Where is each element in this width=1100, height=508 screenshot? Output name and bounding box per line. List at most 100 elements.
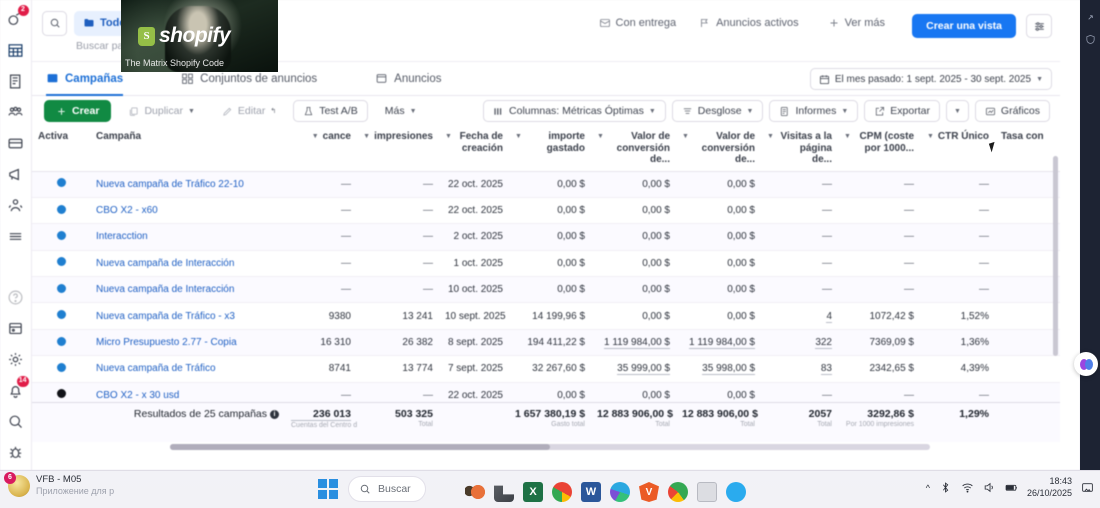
cell-active-toggle[interactable] — [32, 171, 90, 198]
shopify-video-overlay[interactable]: shopify The Matrix Shopify Code — [121, 0, 278, 72]
date-range-picker[interactable]: El mes pasado: 1 sept. 2025 - 30 sept. 2… — [809, 68, 1052, 90]
campaign-link[interactable]: Nueva campaña de Tráfico 22-10 — [96, 178, 244, 190]
explorer-icon[interactable] — [494, 485, 514, 502]
table-vertical-scrollbar[interactable] — [1053, 156, 1058, 356]
table-row[interactable]: Micro Presupuesto 2.77 - Copia 16 310 26 3… — [32, 329, 1060, 357]
filter-con-entrega[interactable]: Con entrega — [590, 10, 685, 36]
more-button[interactable]: Más ▼ — [374, 100, 427, 122]
cell-active-toggle[interactable] — [32, 329, 90, 357]
info-icon[interactable]: i — [270, 410, 279, 419]
campaign-link[interactable]: Nueva campaña de Interacción — [96, 284, 235, 296]
list-icon[interactable] — [2, 223, 30, 249]
excel-icon[interactable]: X — [523, 482, 543, 502]
table-row[interactable]: Interacction — —2 oct. 2025 0,00 $0,00 $0,0… — [32, 223, 1060, 251]
audiences-icon[interactable] — [2, 99, 30, 125]
edit-button[interactable]: Editar ↰ — [211, 100, 287, 122]
cell-campaign-name[interactable]: Nueva campaña de Interacción — [90, 276, 285, 304]
cell-campaign-name[interactable]: Micro Presupuesto 2.77 - Copia — [90, 329, 285, 357]
table-row[interactable]: Nueva campaña de Tráfico 22-10— —22 oct. … — [32, 171, 1060, 198]
th-valor-conversion-1[interactable]: Valor de conversión de... ▼ — [591, 126, 676, 172]
th-visitas-pagina[interactable]: Visitas a la página de... ▼ — [761, 126, 838, 172]
campaign-link[interactable]: Interacction — [96, 231, 148, 243]
cell-active-toggle[interactable] — [32, 276, 90, 304]
cell-active-toggle[interactable] — [32, 250, 90, 278]
campaign-link[interactable]: CBO X2 - x60 — [96, 205, 158, 217]
gear-icon[interactable] — [2, 346, 30, 372]
taskbar-clock[interactable]: 18:43 26/10/2025 — [1027, 476, 1072, 499]
cell-campaign-name[interactable]: CBO X2 - x60 — [90, 197, 285, 225]
search-button[interactable] — [42, 10, 67, 36]
cell-active-toggle[interactable] — [32, 355, 90, 383]
campaign-link[interactable]: Nueva campaña de Tráfico - x3 — [96, 310, 235, 322]
word-icon[interactable]: W — [581, 482, 601, 502]
bug-icon[interactable] — [2, 439, 30, 465]
charts-button[interactable]: Gráficos — [974, 100, 1050, 122]
table-row[interactable]: CBO X2 - x60— —22 oct. 2025 0,00 $0,00 $0,… — [32, 197, 1060, 225]
cell-campaign-name[interactable]: Interacction — [90, 223, 285, 251]
notifications-icon[interactable]: 2 — [2, 5, 30, 32]
th-fecha-creacion[interactable]: Fecha de creación ▼ — [439, 126, 509, 172]
filters-icon[interactable] — [1026, 14, 1052, 38]
campaign-link[interactable]: Micro Presupuesto 2.77 - Copia — [96, 337, 237, 349]
th-campana[interactable]: Campaña — [90, 126, 285, 172]
campaign-link[interactable]: Nueva campaña de Interacción — [96, 257, 235, 269]
horizontal-scrollbar-track[interactable] — [170, 444, 930, 450]
archive-icon[interactable] — [2, 315, 30, 341]
see-more-filters[interactable]: Ver más — [819, 10, 893, 36]
export-dropdown-button[interactable]: ▼ — [945, 100, 969, 122]
cell-campaign-name[interactable]: Nueva campaña de Tráfico 22-10 — [90, 171, 285, 198]
alerts-icon[interactable]: 14 — [2, 376, 30, 403]
reports-button[interactable]: Informes ▼ — [769, 100, 859, 122]
cell-active-toggle[interactable] — [32, 197, 90, 225]
help-icon[interactable] — [2, 284, 30, 310]
campaign-link[interactable]: CBO X2 - x 30 usd — [96, 389, 180, 401]
tab-conjuntos-de-anuncios[interactable]: Conjuntos de anuncios — [181, 62, 335, 96]
bluetooth-icon[interactable] — [939, 481, 952, 494]
notification-center-icon[interactable] — [1081, 481, 1094, 494]
events-icon[interactable] — [2, 192, 30, 218]
table-row[interactable]: Nueva campaña de Interacción — —10 oct. 20… — [32, 276, 1060, 304]
telegram-icon[interactable] — [726, 482, 746, 502]
th-valor-conversion-2[interactable]: Valor de conversión de... ▼ — [676, 126, 761, 172]
expand-icon[interactable] — [1080, 6, 1100, 28]
ab-test-button[interactable]: Test A/B — [293, 100, 368, 122]
edge-icon[interactable] — [610, 482, 630, 502]
duplicate-button[interactable]: Duplicar ▼ — [118, 100, 205, 122]
create-view-button[interactable]: Crear una vista — [912, 14, 1016, 38]
th-tasa[interactable]: Tasa con — [995, 126, 1060, 172]
taskbar-app-entry[interactable]: 6 VFB - M05 Приложение для p — [4, 471, 114, 497]
cell-campaign-name[interactable]: Nueva campaña de Tráfico - x3 — [90, 302, 285, 330]
cell-active-toggle[interactable] — [32, 302, 90, 330]
tray-chevron-icon[interactable]: ^ — [925, 482, 930, 493]
table-icon[interactable] — [2, 37, 30, 63]
calculator-icon[interactable] — [697, 482, 717, 502]
campaigns-table-container[interactable]: Activa Campaña ▼ cance ▼ impresiones Fecha… — [32, 126, 1060, 442]
megaphone-icon[interactable] — [2, 161, 30, 187]
taskbar-search[interactable]: Buscar — [348, 476, 426, 502]
cell-campaign-name[interactable]: Nueva campaña de Tráfico — [90, 355, 285, 383]
filter-anuncios-activos[interactable]: Anuncios activos — [691, 10, 807, 36]
paint-icon[interactable] — [465, 482, 485, 502]
billing-icon[interactable] — [2, 130, 30, 156]
cell-active-toggle[interactable] — [32, 223, 90, 251]
volume-icon[interactable] — [983, 481, 996, 494]
horizontal-scrollbar-thumb[interactable] — [170, 444, 550, 450]
tab-campanas[interactable]: Campañas — [46, 62, 141, 96]
tab-anuncios[interactable]: Anuncios — [375, 62, 459, 96]
th-impresiones[interactable]: ▼ impresiones — [357, 126, 439, 172]
columns-button[interactable]: Columnas: Métricas Óptimas ▼ — [483, 100, 666, 122]
table-row[interactable]: Nueva campaña de Tráfico 8741 13 774 7 sept… — [32, 355, 1060, 383]
th-alcance[interactable]: ▼ cance — [285, 126, 357, 172]
brave-icon[interactable]: V — [639, 482, 659, 502]
battery-icon[interactable] — [1005, 481, 1018, 494]
chrome-beta-icon[interactable] — [668, 482, 688, 502]
cell-campaign-name[interactable]: Nueva campaña de Interacción — [90, 250, 285, 278]
th-cpm[interactable]: CPM (coste por 1000... ▼ — [838, 126, 920, 172]
th-importe-gastado[interactable]: importe gastado ▼ — [509, 126, 591, 172]
campaign-link[interactable]: Nueva campaña de Tráfico — [96, 363, 216, 375]
table-row[interactable]: Nueva campaña de Interacción — —1 oct. 202… — [32, 250, 1060, 278]
shield-icon[interactable] — [1080, 28, 1100, 50]
search-icon[interactable] — [2, 408, 30, 434]
windows-start-icon[interactable] — [318, 479, 338, 499]
meta-ai-bubble[interactable] — [1074, 352, 1098, 376]
